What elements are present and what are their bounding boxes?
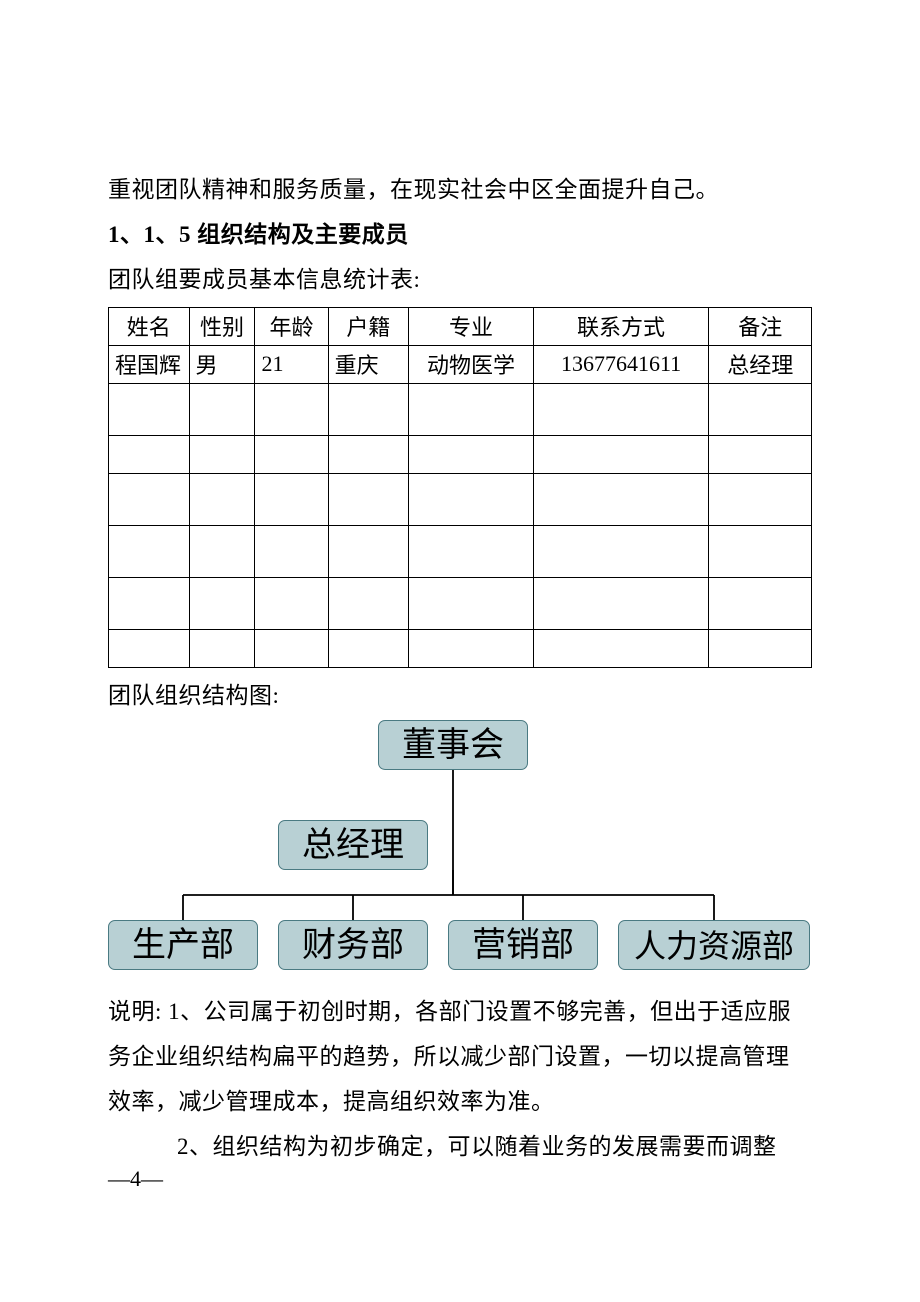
table-cell	[328, 577, 409, 629]
table-cell: 13677641611	[533, 345, 709, 383]
table-row: 程国辉男21重庆动物医学13677641611总经理	[109, 345, 812, 383]
table-cell	[533, 435, 709, 473]
table-cell	[189, 629, 255, 667]
org-node-mkt: 营销部	[448, 920, 598, 970]
table-cell	[255, 525, 328, 577]
explanation-text-2: 2、组织结构为初步确定，可以随着业务的发展需要而调整	[177, 1134, 777, 1159]
col-header-loc: 户籍	[328, 307, 409, 345]
table-cell	[109, 435, 190, 473]
col-header-contact: 联系方式	[533, 307, 709, 345]
table-cell	[109, 577, 190, 629]
table-cell	[109, 473, 190, 525]
table-cell	[709, 525, 812, 577]
table-cell	[255, 473, 328, 525]
intro-paragraph: 重视团队精神和服务质量，在现实社会中区全面提升自己。	[108, 168, 812, 213]
explanation-prefix: 说明:	[108, 999, 162, 1024]
col-header-note: 备注	[709, 307, 812, 345]
page-number: —4—	[108, 1166, 163, 1192]
table-cell	[255, 383, 328, 435]
table-cell	[109, 629, 190, 667]
org-node-hr: 人力资源部	[618, 920, 810, 970]
explanation-text-1: 1、公司属于初创时期，各部门设置不够完善，但出于适应服务企业组织结构扁平的趋势，…	[108, 999, 791, 1114]
document-page: 重视团队精神和服务质量，在现实社会中区全面提升自己。 1、1、5 组织结构及主要…	[0, 0, 920, 1302]
table-cell	[189, 577, 255, 629]
table-caption: 团队组要成员基本信息统计表:	[108, 258, 812, 303]
col-header-sex: 性别	[189, 307, 255, 345]
table-cell	[255, 435, 328, 473]
org-node-gm: 总经理	[278, 820, 428, 870]
table-row	[109, 577, 812, 629]
table-cell	[409, 525, 533, 577]
table-cell	[328, 435, 409, 473]
table-row	[109, 473, 812, 525]
table-row	[109, 435, 812, 473]
table-cell	[109, 383, 190, 435]
org-chart: 董事会总经理生产部财务部营销部人力资源部	[108, 720, 812, 990]
table-cell: 总经理	[709, 345, 812, 383]
table-cell	[109, 525, 190, 577]
table-cell	[328, 629, 409, 667]
table-cell	[409, 383, 533, 435]
table-cell: 21	[255, 345, 328, 383]
col-header-major: 专业	[409, 307, 533, 345]
explanation-p2: 2、组织结构为初步确定，可以随着业务的发展需要而调整	[108, 1125, 812, 1170]
table-header-row: 姓名 性别 年龄 户籍 专业 联系方式 备注	[109, 307, 812, 345]
table-cell	[709, 435, 812, 473]
table-cell	[328, 525, 409, 577]
col-header-name: 姓名	[109, 307, 190, 345]
table-cell	[189, 525, 255, 577]
table-cell: 动物医学	[409, 345, 533, 383]
table-cell	[255, 577, 328, 629]
org-chart-caption: 团队组织结构图:	[108, 674, 812, 719]
table-cell	[328, 473, 409, 525]
table-row	[109, 629, 812, 667]
explanation-p1: 说明: 1、公司属于初创时期，各部门设置不够完善，但出于适应服务企业组织结构扁平…	[108, 990, 812, 1125]
table-cell	[409, 435, 533, 473]
table-cell	[709, 629, 812, 667]
table-cell	[709, 577, 812, 629]
org-node-fin: 财务部	[278, 920, 428, 970]
table-cell	[189, 473, 255, 525]
org-node-prod: 生产部	[108, 920, 258, 970]
table-cell	[189, 383, 255, 435]
table-cell	[533, 577, 709, 629]
table-cell	[533, 629, 709, 667]
table-cell: 男	[189, 345, 255, 383]
table-cell	[409, 629, 533, 667]
table-cell: 重庆	[328, 345, 409, 383]
table-cell	[533, 525, 709, 577]
table-cell	[709, 473, 812, 525]
table-cell	[709, 383, 812, 435]
table-cell: 程国辉	[109, 345, 190, 383]
col-header-age: 年龄	[255, 307, 328, 345]
table-cell	[328, 383, 409, 435]
table-cell	[533, 473, 709, 525]
org-node-board: 董事会	[378, 720, 528, 770]
table-row	[109, 525, 812, 577]
table-cell	[255, 629, 328, 667]
table-cell	[409, 473, 533, 525]
table-cell	[533, 383, 709, 435]
table-cell	[189, 435, 255, 473]
member-table: 姓名 性别 年龄 户籍 专业 联系方式 备注 程国辉男21重庆动物医学13677…	[108, 307, 812, 668]
table-row	[109, 383, 812, 435]
section-heading: 1、1、5 组织结构及主要成员	[108, 213, 812, 258]
table-cell	[409, 577, 533, 629]
